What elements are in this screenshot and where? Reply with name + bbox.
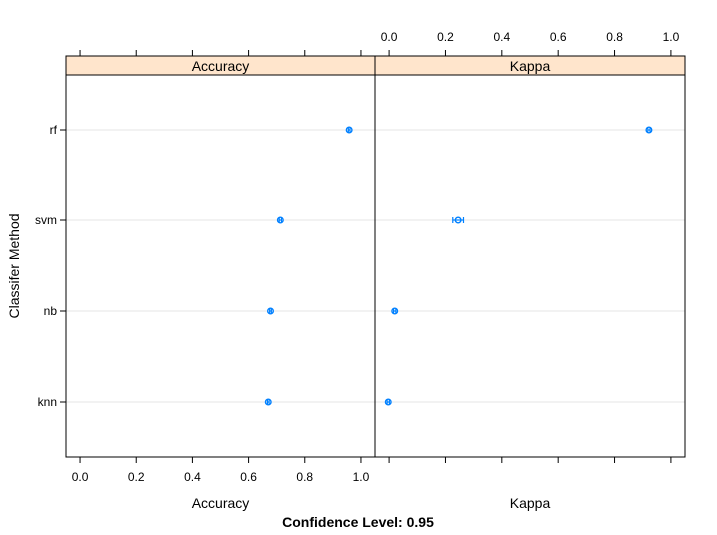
y-axis-label: Classifer Method — [6, 213, 22, 318]
accuracy-x-tick-label-0: 0.0 — [72, 470, 89, 484]
confidence-level-footer: Confidence Level: 0.95 — [282, 514, 434, 530]
accuracy-point-rf — [345, 126, 353, 134]
kappa-x-axis-label: Kappa — [510, 495, 551, 511]
accuracy-x-tick-label-1: 0.2 — [128, 470, 145, 484]
kappa-point-svm — [454, 216, 462, 224]
accuracy-x-tick-label-5: 1.0 — [353, 470, 370, 484]
kappa-x-tick-label-2: 0.4 — [493, 30, 510, 44]
kappa-point-knn — [384, 398, 392, 406]
y-tick-label-knn: knn — [38, 395, 57, 409]
kappa-point-rf — [645, 126, 653, 134]
kappa-x-tick-label-1: 0.2 — [437, 30, 454, 44]
kappa-panel-frame — [374, 74, 686, 458]
accuracy-x-tick-label-2: 0.4 — [184, 470, 201, 484]
y-tick-label-svm: svm — [35, 213, 57, 227]
accuracy-point-svm — [276, 216, 284, 224]
kappa-point-nb — [391, 307, 399, 315]
accuracy-x-tick-label-3: 0.6 — [240, 470, 257, 484]
kappa-x-tick-label-4: 0.8 — [606, 30, 623, 44]
accuracy-point-nb — [267, 307, 275, 315]
kappa-strip-label: Kappa — [510, 58, 551, 74]
y-tick-label-rf: rf — [50, 123, 58, 137]
accuracy-x-tick-label-4: 0.8 — [296, 470, 313, 484]
accuracy-point-knn — [264, 398, 272, 406]
kappa-x-tick-label-3: 0.6 — [550, 30, 567, 44]
accuracy-x-axis-label: Accuracy — [192, 495, 250, 511]
accuracy-panel-frame — [65, 74, 376, 458]
accuracy-strip-label: Accuracy — [192, 58, 250, 74]
kappa-x-tick-label-0: 0.0 — [381, 30, 398, 44]
kappa-x-tick-label-5: 1.0 — [663, 30, 680, 44]
y-tick-label-nb: nb — [44, 304, 58, 318]
